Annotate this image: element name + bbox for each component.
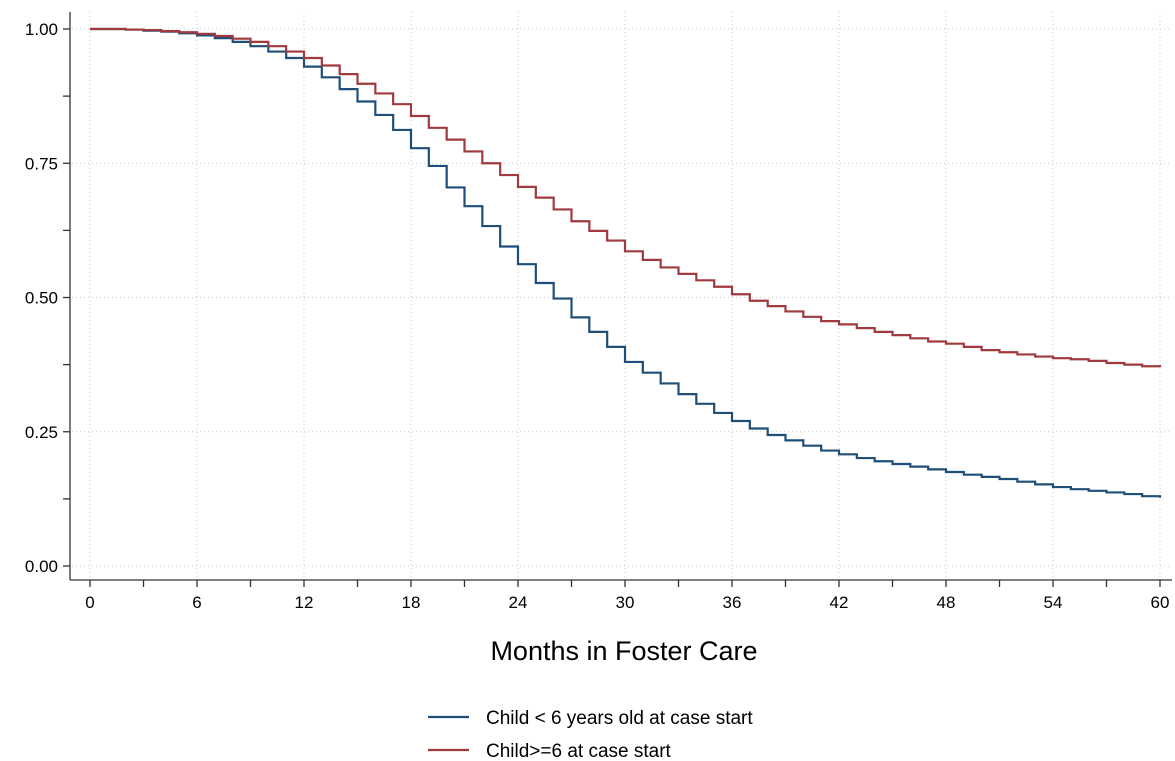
legend-label-1: Child < 6 years old at case start [486,708,753,729]
x-tick-label: 42 [830,593,849,612]
y-tick-label: 0.25 [25,423,58,442]
x-tick-label: 48 [937,593,956,612]
y-tick-label: 0.75 [25,154,58,173]
x-tick-label: 60 [1151,593,1170,612]
x-tick-label: 54 [1044,593,1063,612]
series-line-2 [90,27,1162,368]
x-tick-label: 24 [509,593,528,612]
y-tick-label: 1.00 [25,20,58,39]
legend-label-2: Child>=6 at case start [486,741,672,761]
x-tick-label: 6 [192,593,201,612]
legend: Child < 6 years old at case start Child>=… [428,708,753,761]
y-tick-label: 0.50 [25,289,58,308]
grid-lines [72,12,1172,578]
x-tick-label: 18 [402,593,421,612]
axes: 0.00 0.25 0.50 0.75 1.00 0 6 12 18 24 30 36 42 48 54 60 [25,12,1172,612]
series-line-1 [90,27,1162,498]
x-tick-label: 30 [616,593,635,612]
x-tick-label: 36 [723,593,742,612]
x-tick-label: 0 [85,593,94,612]
series-layer [90,27,1162,498]
y-tick-label: 0.00 [25,557,58,576]
x-tick-label: 12 [295,593,314,612]
x-axis-title: Months in Foster Care [490,636,757,666]
